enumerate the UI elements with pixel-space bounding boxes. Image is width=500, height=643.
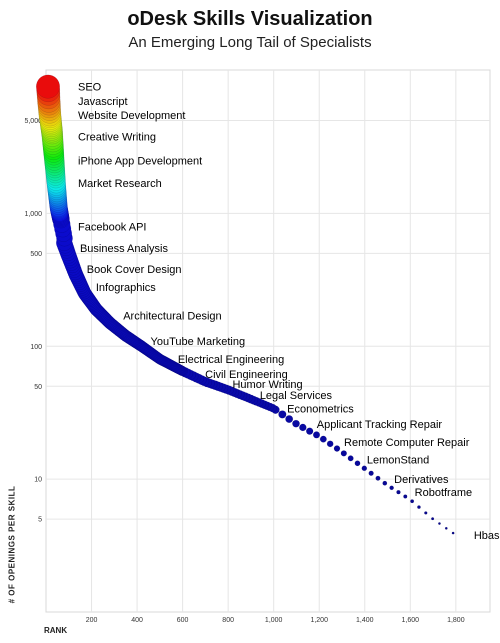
data-point [403,494,408,499]
data-point [431,517,435,521]
chart-title: oDesk Skills Visualization [127,8,373,30]
point-label: SEO [78,82,102,94]
x-tick-label: 600 [177,617,189,624]
point-label: Electrical Engineering [178,354,284,366]
point-label: Econometrics [287,404,354,416]
point-label: Website Development [78,110,185,122]
data-point [451,531,455,535]
x-tick-label: 1,200 [310,617,328,624]
x-tick-label: 400 [131,617,143,624]
point-label: Book Cover Design [87,264,182,276]
data-point [417,505,421,509]
data-point [444,526,448,530]
y-tick-label: 1,000 [24,211,42,218]
data-point [292,419,300,428]
data-point [299,423,307,432]
data-point [389,485,394,491]
y-tick-label: 5 [38,517,42,524]
point-label: Civil Engineering [205,369,288,381]
y-tick-label: 10 [34,477,42,484]
point-label: Business Analysis [80,243,169,255]
data-point [326,440,334,448]
point-label: Derivatives [394,474,449,486]
data-point [375,475,381,481]
y-tick-label: 100 [30,344,42,351]
data-point [36,74,60,99]
data-point [410,499,415,504]
point-label: Infographics [96,282,156,294]
point-label: Market Research [78,178,162,190]
data-point [340,450,347,457]
point-label: iPhone App Development [78,156,202,168]
point-label: Applicant Tracking Repair [317,419,443,431]
data-point [396,490,401,495]
x-axis-label: RANK [44,626,68,635]
data-point [368,470,374,476]
data-point [347,455,354,462]
point-label: Robotframe [415,487,472,499]
data-point [438,522,441,525]
point-label: Hbase [474,530,500,542]
y-tick-label: 5,000 [24,118,42,125]
chart-subtitle: An Emerging Long Tail of Specialists [128,34,372,51]
data-point [361,465,368,472]
y-tick-label: 50 [34,384,42,391]
data-point [382,480,388,486]
x-tick-label: 800 [222,617,234,624]
x-tick-label: 1,600 [402,617,420,624]
x-tick-label: 200 [86,617,98,624]
y-tick-label: 500 [30,251,42,258]
point-label: Remote Computer Repair [344,437,470,449]
data-point [285,415,294,423]
point-label: Architectural Design [123,311,221,323]
data-point [278,410,287,419]
point-label: LemonStand [367,455,429,467]
plot-frame [45,69,491,613]
point-label: Creative Writing [78,131,156,143]
x-tick-label: 1,000 [265,617,283,624]
x-tick-label: 1,800 [447,617,465,624]
data-point [306,427,314,435]
point-label: Legal Services [260,390,333,402]
data-point [319,435,327,443]
point-label: Humor Writing [232,379,302,391]
point-label: Javascript [78,96,128,108]
point-label: Facebook API [78,221,147,233]
point-label: YouTube Marketing [151,336,246,348]
x-tick-label: 1,400 [356,617,374,624]
data-point [312,431,321,439]
data-point [424,511,428,515]
data-point [354,460,361,467]
data-point [333,445,341,452]
